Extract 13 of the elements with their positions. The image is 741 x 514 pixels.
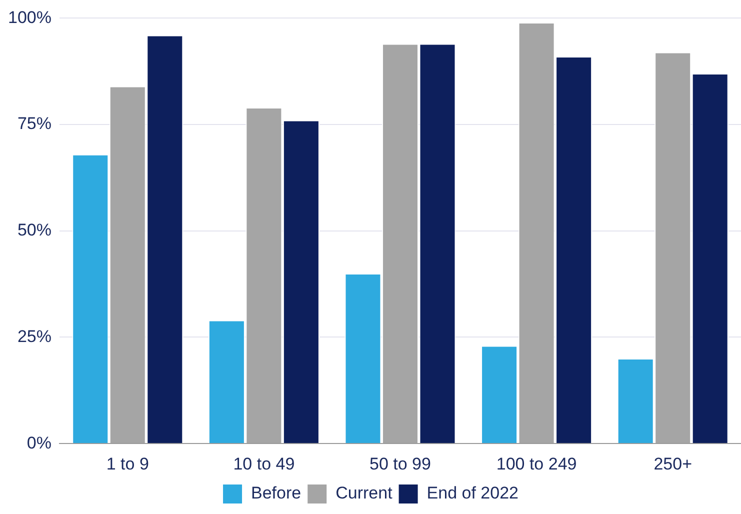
y-tick-label: 75%	[17, 114, 52, 134]
x-tick-label: 1 to 9	[106, 454, 149, 474]
x-tick-label: 50 to 99	[370, 454, 431, 474]
x-tick-label: 250+	[654, 454, 692, 474]
x-tick-label: 100 to 249	[496, 454, 577, 474]
legend-label: End of 2022	[426, 484, 518, 503]
x-tick-label: 10 to 49	[233, 454, 295, 474]
legend-label: Before	[251, 484, 302, 503]
y-tick-label: 0%	[26, 433, 52, 452]
y-tick-label: 25%	[17, 326, 52, 346]
y-tick-label: 50%	[17, 220, 52, 240]
y-tick-label: 100%	[8, 8, 52, 27]
legend-label: Current	[336, 484, 393, 503]
